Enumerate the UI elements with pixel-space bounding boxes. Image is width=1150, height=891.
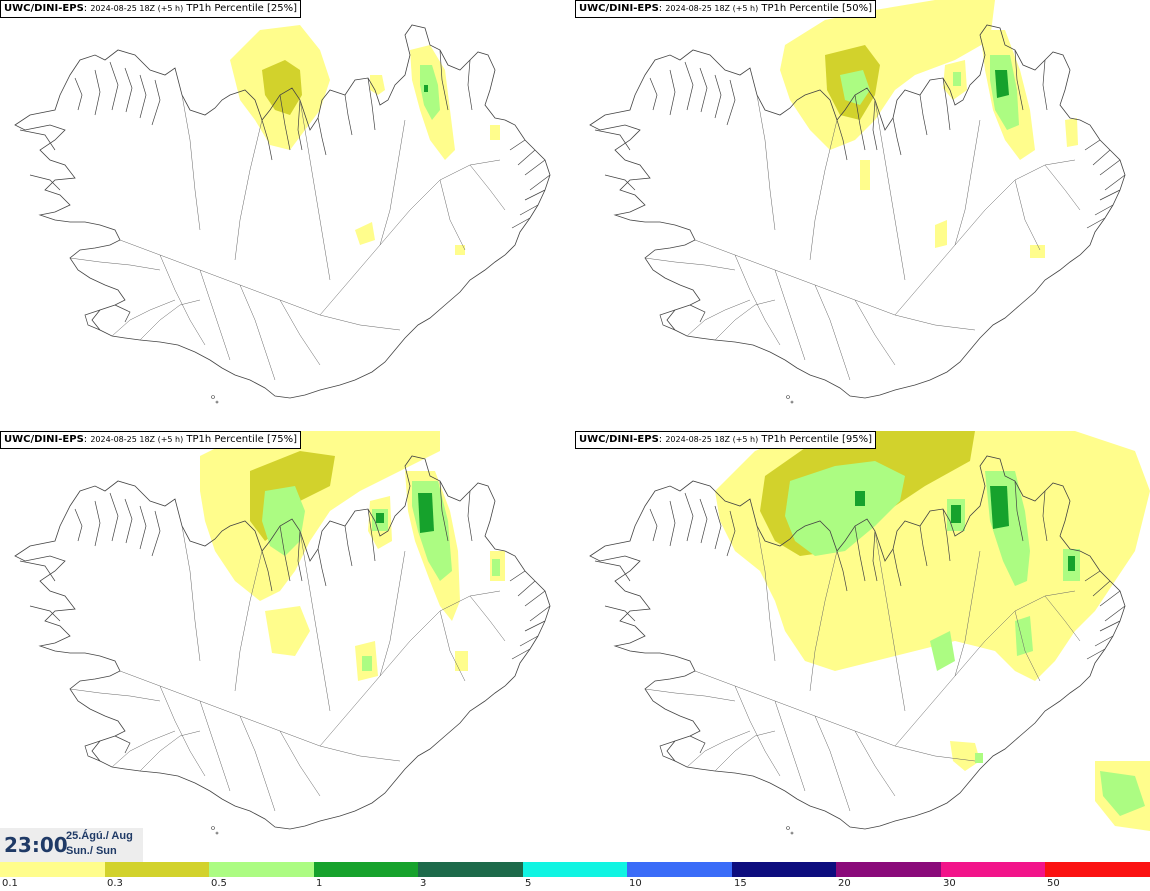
- legend-color-segment: [209, 862, 314, 877]
- precip-shading: [780, 0, 1078, 258]
- legend-color-segment: [940, 862, 1046, 877]
- legend-color-segment: [836, 862, 941, 877]
- panel-header: UWC/DINI-EPS: 2024-08-25 18Z (+5 h) TP1h…: [575, 431, 876, 449]
- panel-header: UWC/DINI-EPS: 2024-08-25 18Z (+5 h) TP1h…: [575, 0, 876, 18]
- legend-color-segment: [731, 862, 837, 877]
- valid-date-line2: Sun./ Sun: [66, 845, 117, 857]
- precip-shading: [230, 25, 500, 255]
- run-date: 2024-08-25 18Z (+5 h): [90, 4, 184, 13]
- legend-tick-label: 5: [525, 878, 532, 889]
- precip-shading: [200, 431, 505, 681]
- legend-tick-label: 30: [943, 878, 956, 889]
- run-date: 2024-08-25 18Z (+5 h): [665, 4, 759, 13]
- valid-time: 23:00: [4, 833, 68, 857]
- legend-colorbar: [0, 862, 1150, 877]
- precip-shading: [715, 431, 1150, 831]
- valid-date-line1: 25.Ágú./ Aug: [66, 830, 133, 842]
- variable-label: TP1h Percentile [75%]: [186, 434, 297, 445]
- valid-time-box: 23:00 25.Ágú./ Aug Sun./ Sun: [0, 828, 143, 862]
- legend-tick-label: 1: [316, 878, 323, 889]
- legend-color-segment: [418, 862, 523, 877]
- variable-label: TP1h Percentile [50%]: [761, 3, 872, 14]
- legend-color-segment: [313, 862, 419, 877]
- variable-label: TP1h Percentile [95%]: [761, 434, 872, 445]
- legend-color-segment: [627, 862, 732, 877]
- legend-color-segment: [104, 862, 210, 877]
- run-date: 2024-08-25 18Z (+5 h): [665, 435, 759, 444]
- map-panel-p50: UWC/DINI-EPS: 2024-08-25 18Z (+5 h) TP1h…: [575, 0, 1150, 431]
- legend-color-segment: [522, 862, 628, 877]
- precip-map-p25: [14, 24, 551, 404]
- precip-map-p95: [589, 431, 1150, 835]
- run-date: 2024-08-25 18Z (+5 h): [90, 435, 184, 444]
- map-panel-p95: UWC/DINI-EPS: 2024-08-25 18Z (+5 h) TP1h…: [575, 431, 1150, 862]
- legend-color-segment: [0, 862, 105, 877]
- legend-tick-label: 10: [629, 878, 642, 889]
- source-label: UWC/DINI-EPS: [4, 434, 84, 445]
- legend-tick-label: 0.5: [211, 878, 227, 889]
- variable-label: TP1h Percentile [25%]: [186, 3, 297, 14]
- legend-tick-label: 0.3: [107, 878, 123, 889]
- legend-tick-label: 3: [420, 878, 427, 889]
- legend-tick-label: 0.1: [2, 878, 18, 889]
- legend-tick-label: 15: [734, 878, 747, 889]
- source-label: UWC/DINI-EPS: [579, 434, 659, 445]
- precip-map-p75: [14, 431, 551, 835]
- source-label: UWC/DINI-EPS: [4, 3, 84, 14]
- panel-header: UWC/DINI-EPS: 2024-08-25 18Z (+5 h) TP1h…: [0, 431, 301, 449]
- precip-map-p50: [589, 0, 1126, 404]
- map-panel-p75: UWC/DINI-EPS: 2024-08-25 18Z (+5 h) TP1h…: [0, 431, 575, 862]
- legend-tick-label: 50: [1047, 878, 1060, 889]
- legend-tick-label: 20: [838, 878, 851, 889]
- legend-color-segment: [1045, 862, 1150, 877]
- source-label: UWC/DINI-EPS: [579, 3, 659, 14]
- map-panel-p25: UWC/DINI-EPS: 2024-08-25 18Z (+5 h) TP1h…: [0, 0, 575, 431]
- panel-header: UWC/DINI-EPS: 2024-08-25 18Z (+5 h) TP1h…: [0, 0, 301, 18]
